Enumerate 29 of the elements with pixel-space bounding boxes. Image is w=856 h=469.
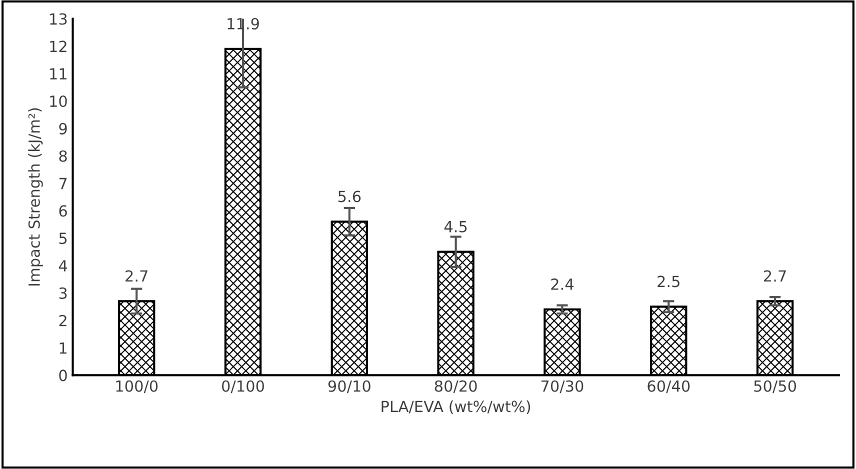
data-label: 5.6 — [338, 190, 361, 202]
y-tick-label: 5 — [59, 232, 67, 244]
y-tick-label: 13 — [50, 13, 67, 25]
y-tick-label: 8 — [59, 150, 67, 162]
y-tick-label: 1 — [60, 342, 66, 354]
data-label: 2.7 — [126, 270, 148, 282]
data-label: 4.5 — [444, 221, 467, 232]
y-tick-label: 6 — [59, 205, 67, 217]
data-label: 2.7 — [764, 270, 786, 282]
x-tick-label: 90/10 — [328, 380, 370, 394]
x-tick-label: 60/40 — [648, 380, 690, 394]
x-tick-label: 0/100 — [222, 380, 264, 394]
x-tick-label: 70/30 — [541, 380, 584, 394]
x-tick-label: 50/50 — [754, 380, 796, 394]
y-tick-label: 2 — [59, 314, 66, 326]
y-tick-label: 4 — [58, 260, 68, 272]
y-tick-label: 0 — [59, 370, 67, 382]
y-tick-label: 9 — [59, 122, 67, 134]
x-tick-label: 100/0 — [116, 380, 158, 394]
y-tick-label: 7 — [59, 178, 67, 190]
y-axis-title: Impact Strength (kJ/m²) — [28, 108, 43, 286]
y-tick-label: 11 — [50, 68, 66, 80]
x-tick-label: 80/20 — [434, 380, 477, 394]
data-label: 2.5 — [658, 276, 680, 288]
y-tick-label: 10 — [50, 95, 67, 108]
x-axis-title: PLA/EVA (wt%/wt%) — [382, 400, 530, 414]
y-tick-label: 12 — [50, 40, 66, 52]
y-tick-label: 3 — [59, 287, 67, 299]
data-label: 2.4 — [551, 278, 574, 290]
